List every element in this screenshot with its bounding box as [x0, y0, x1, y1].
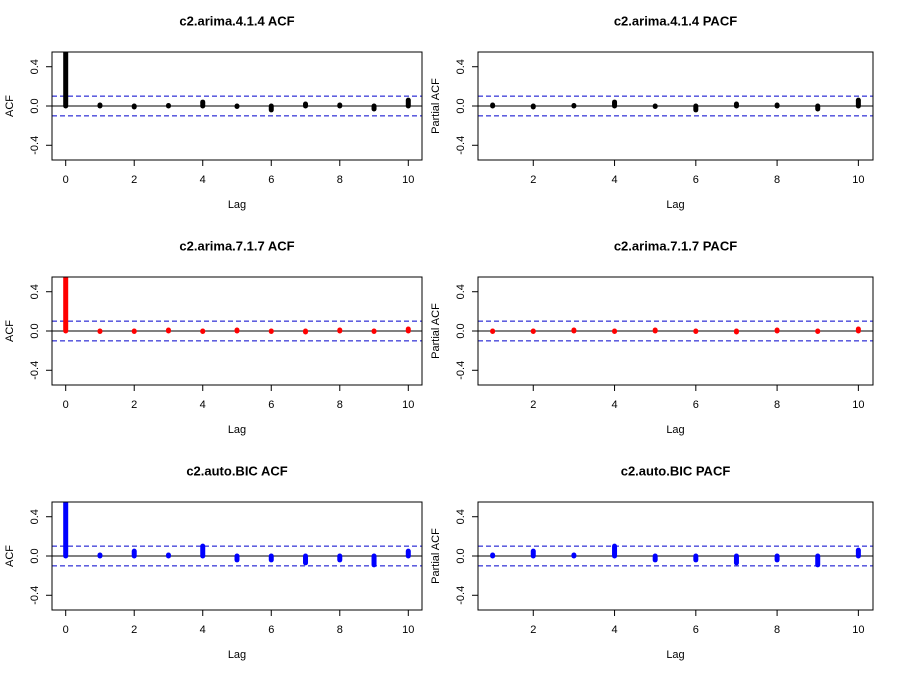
x-tick-label: 8	[337, 174, 343, 186]
x-tick-label: 8	[774, 624, 780, 636]
plot-frame	[51, 276, 423, 386]
x-axis-label: Lag	[666, 199, 684, 211]
x-tick-label: 4	[200, 174, 206, 186]
y-tick-label: 0.0	[29, 548, 41, 563]
y-tick-label: 0.0	[455, 98, 467, 113]
panel-title: c2.arima.4.1.4 ACF	[179, 13, 294, 28]
x-tick-label: 0	[63, 399, 69, 411]
panel: c2.auto.BIC ACF Lag ACF 0 2 4 6 8 10 -0.4 0.0 0.4	[4, 463, 423, 661]
y-tick-label: 0.4	[455, 284, 467, 299]
x-axis-label: Lag	[228, 424, 246, 436]
y-tick-label: 0.4	[455, 509, 467, 524]
y-tick-label: -0.4	[29, 361, 41, 380]
y-tick-label: -0.4	[29, 586, 41, 605]
plot-area	[478, 95, 873, 117]
x-tick-label: 2	[530, 399, 536, 411]
y-tick-label: 0.4	[29, 59, 41, 74]
x-tick-label: 2	[530, 624, 536, 636]
panel: c2.arima.7.1.7 ACF Lag ACF 0 2 4 6 8 10 -0.4 0.0 0.…	[4, 238, 423, 436]
x-tick-label: 2	[131, 174, 137, 186]
x-tick-label: 6	[693, 174, 699, 186]
x-tick-label: 6	[693, 399, 699, 411]
x-axis-label: Lag	[228, 199, 246, 211]
y-axis-label: Partial ACF	[430, 78, 442, 134]
x-tick-label: 8	[337, 624, 343, 636]
panel-title: c2.arima.4.1.4 PACF	[614, 13, 737, 28]
plot-frame	[477, 276, 874, 386]
y-axis-label: ACF	[4, 320, 16, 342]
plot-area	[478, 320, 873, 342]
y-axis-label: ACF	[4, 95, 16, 117]
x-tick-label: 10	[402, 399, 414, 411]
plot-frame	[477, 51, 874, 161]
x-tick-label: 2	[530, 174, 536, 186]
y-tick-label: 0.4	[455, 59, 467, 74]
plot-area	[52, 502, 422, 568]
y-tick-label: -0.4	[455, 136, 467, 155]
panel-title: c2.auto.BIC ACF	[186, 463, 287, 478]
x-tick-label: 4	[200, 399, 206, 411]
plot-area	[52, 277, 422, 342]
y-tick-label: -0.4	[455, 586, 467, 605]
plot-area	[52, 52, 422, 117]
x-tick-label: 2	[131, 624, 137, 636]
y-tick-label: 0.4	[29, 284, 41, 299]
x-tick-label: 0	[63, 174, 69, 186]
y-tick-label: 0.0	[455, 548, 467, 563]
x-tick-label: 10	[852, 174, 864, 186]
x-tick-label: 6	[268, 399, 274, 411]
panel: c2.arima.4.1.4 ACF Lag ACF 0 2 4 6 8 10 -0.4 0.0 0.…	[4, 13, 423, 211]
x-axis-label: Lag	[228, 649, 246, 661]
x-tick-label: 8	[774, 174, 780, 186]
x-tick-label: 2	[131, 399, 137, 411]
y-tick-label: 0.0	[455, 323, 467, 338]
y-axis-label: ACF	[4, 545, 16, 567]
y-tick-label: -0.4	[29, 136, 41, 155]
y-tick-label: 0.4	[29, 509, 41, 524]
x-tick-label: 4	[611, 624, 617, 636]
panel: c2.arima.7.1.7 PACF Lag Partial ACF 2 4 6 8 10 -…	[430, 238, 874, 436]
panel-title: c2.arima.7.1.7 ACF	[179, 238, 294, 253]
x-tick-label: 4	[611, 399, 617, 411]
x-tick-label: 10	[402, 174, 414, 186]
plot-area	[478, 543, 873, 568]
x-tick-label: 6	[693, 624, 699, 636]
panel: c2.arima.4.1.4 PACF Lag Partial ACF 2 4 6 8 10 -…	[430, 13, 874, 211]
x-tick-label: 0	[63, 624, 69, 636]
plot-frame	[51, 51, 423, 161]
x-tick-label: 6	[268, 174, 274, 186]
y-tick-label: 0.0	[29, 98, 41, 113]
x-tick-label: 10	[402, 624, 414, 636]
plot-frame	[477, 501, 874, 611]
panel-title: c2.arima.7.1.7 PACF	[614, 238, 737, 253]
x-tick-label: 10	[852, 399, 864, 411]
x-axis-label: Lag	[666, 424, 684, 436]
panel-title: c2.auto.BIC PACF	[621, 463, 731, 478]
x-tick-label: 6	[268, 624, 274, 636]
x-tick-label: 10	[852, 624, 864, 636]
x-tick-label: 4	[200, 624, 206, 636]
y-tick-label: 0.0	[29, 323, 41, 338]
x-axis-label: Lag	[666, 649, 684, 661]
y-axis-label: Partial ACF	[430, 528, 442, 584]
x-tick-label: 4	[611, 174, 617, 186]
plot-frame	[51, 501, 423, 611]
x-tick-label: 8	[337, 399, 343, 411]
panel: c2.auto.BIC PACF Lag Partial ACF 2 4 6 8 10 -0.4…	[430, 463, 874, 661]
x-tick-label: 8	[774, 399, 780, 411]
y-axis-label: Partial ACF	[430, 303, 442, 359]
y-tick-label: -0.4	[455, 361, 467, 380]
